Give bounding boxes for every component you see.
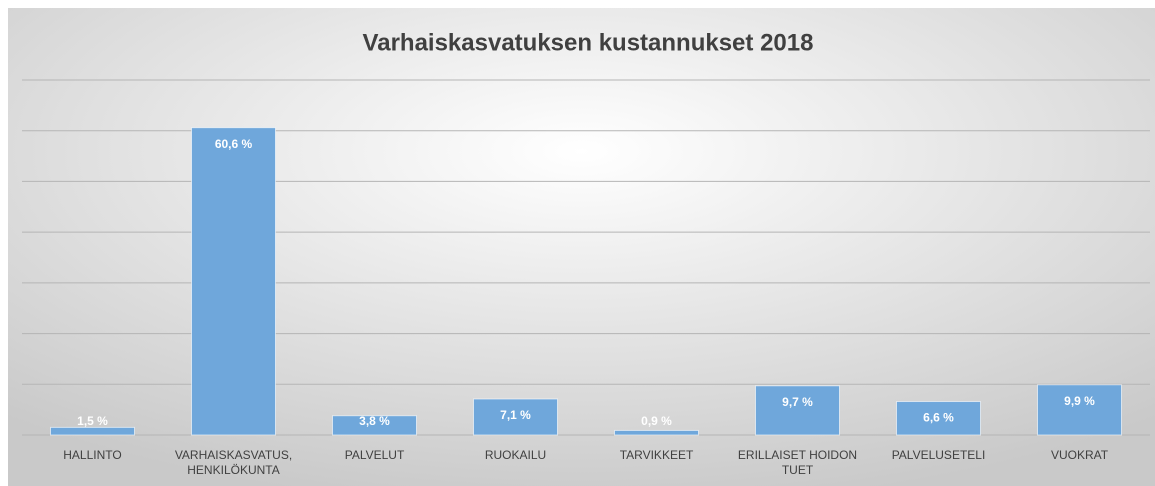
data-label: 9,9 %	[1064, 394, 1095, 408]
data-label: 7,1 %	[500, 408, 531, 422]
data-label: 6,6 %	[923, 411, 954, 425]
data-label: 3,8 %	[359, 414, 390, 428]
x-tick-label: ERILLAISET HOIDON TUET	[737, 448, 858, 477]
bar	[191, 127, 276, 436]
x-tick-label: PALVELUSETELI	[891, 448, 986, 462]
bar	[896, 401, 981, 436]
x-tick-label: VUOKRAT	[1050, 448, 1109, 462]
bar	[473, 398, 558, 436]
bar	[1037, 384, 1122, 436]
x-tick-label: HALLINTO	[63, 448, 122, 462]
x-tick-label: RUOKAILU	[484, 448, 547, 462]
bar	[50, 426, 135, 436]
bar	[755, 385, 840, 436]
bar	[614, 429, 699, 436]
data-label: 9,7 %	[782, 395, 813, 409]
bar	[332, 415, 417, 436]
data-label: 0,9 %	[641, 414, 672, 428]
data-label: 60,6 %	[215, 137, 253, 151]
chart-title: Varhaiskasvatuksen kustannukset 2018	[363, 29, 814, 56]
x-tick-label: TARVIKKEET	[619, 448, 694, 462]
data-label: 1,5 %	[77, 414, 108, 428]
x-tick-label: VARHAISKASVATUS, HENKILÖKUNTA	[174, 448, 293, 477]
x-tick-label: PALVELUT	[344, 448, 405, 462]
